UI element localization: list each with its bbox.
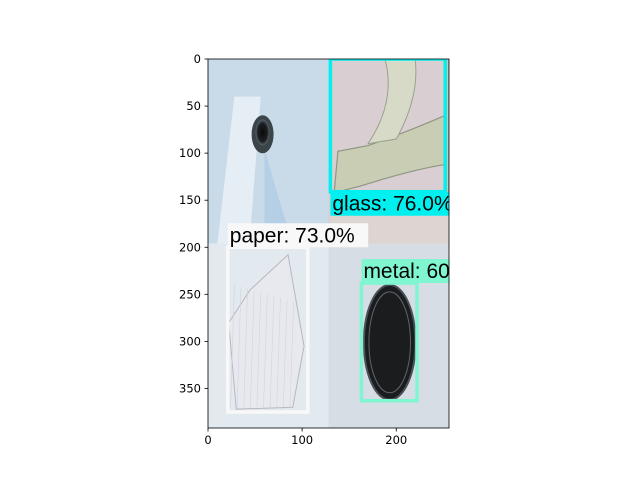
detection-label-0: glass: 76.0%	[332, 193, 452, 216]
axes-frame	[207, 58, 450, 429]
y-tick-label: 150	[179, 193, 201, 207]
metal-lid	[362, 283, 417, 401]
glass-bottle-shoulder	[366, 59, 417, 145]
y-tick-label: 250	[179, 287, 201, 301]
x-tick-label: 100	[291, 433, 313, 447]
detection-labels: glass: 76.0% paper: 73.0% metal: 60	[227, 191, 452, 284]
y-tick-label: 300	[179, 334, 201, 348]
paper-texture-line	[289, 301, 294, 408]
detection-label-bg-1	[227, 223, 369, 248]
glass-bottle-body	[333, 59, 449, 194]
detection-label-bg-2	[361, 259, 449, 284]
bottle-opening	[255, 119, 270, 146]
shadow-streak	[264, 148, 293, 244]
paper-texture-line	[269, 296, 275, 408]
y-tick-label: 200	[179, 240, 201, 254]
paper-texture-line	[263, 294, 268, 408]
y-tick-label: 100	[179, 146, 201, 160]
x-tick-label: 200	[385, 433, 407, 447]
detection-label-bg-0	[330, 191, 449, 216]
y-tick-label: 50	[186, 99, 201, 113]
surface-highlight	[217, 96, 261, 244]
metal-lid-ring	[368, 291, 411, 394]
paper-texture-line	[236, 286, 242, 408]
paper-texture-line	[230, 284, 235, 408]
paper-texture-line	[250, 290, 255, 408]
x-tick-label: 0	[204, 433, 211, 447]
paper-texture-line	[256, 292, 262, 408]
y-tick-label: 0	[194, 52, 201, 66]
detection-label-1: paper: 73.0%	[230, 224, 355, 247]
x-axis: 0 100 200	[204, 428, 407, 447]
detection-label-2: metal: 60	[363, 260, 449, 283]
y-tick-label: 350	[179, 381, 201, 395]
y-axis: 0 50 100 150 200 250 300 350	[179, 52, 208, 395]
paper-texture-line	[276, 298, 281, 408]
paper-texture-line	[283, 299, 288, 408]
paper-texture-line	[243, 288, 248, 408]
